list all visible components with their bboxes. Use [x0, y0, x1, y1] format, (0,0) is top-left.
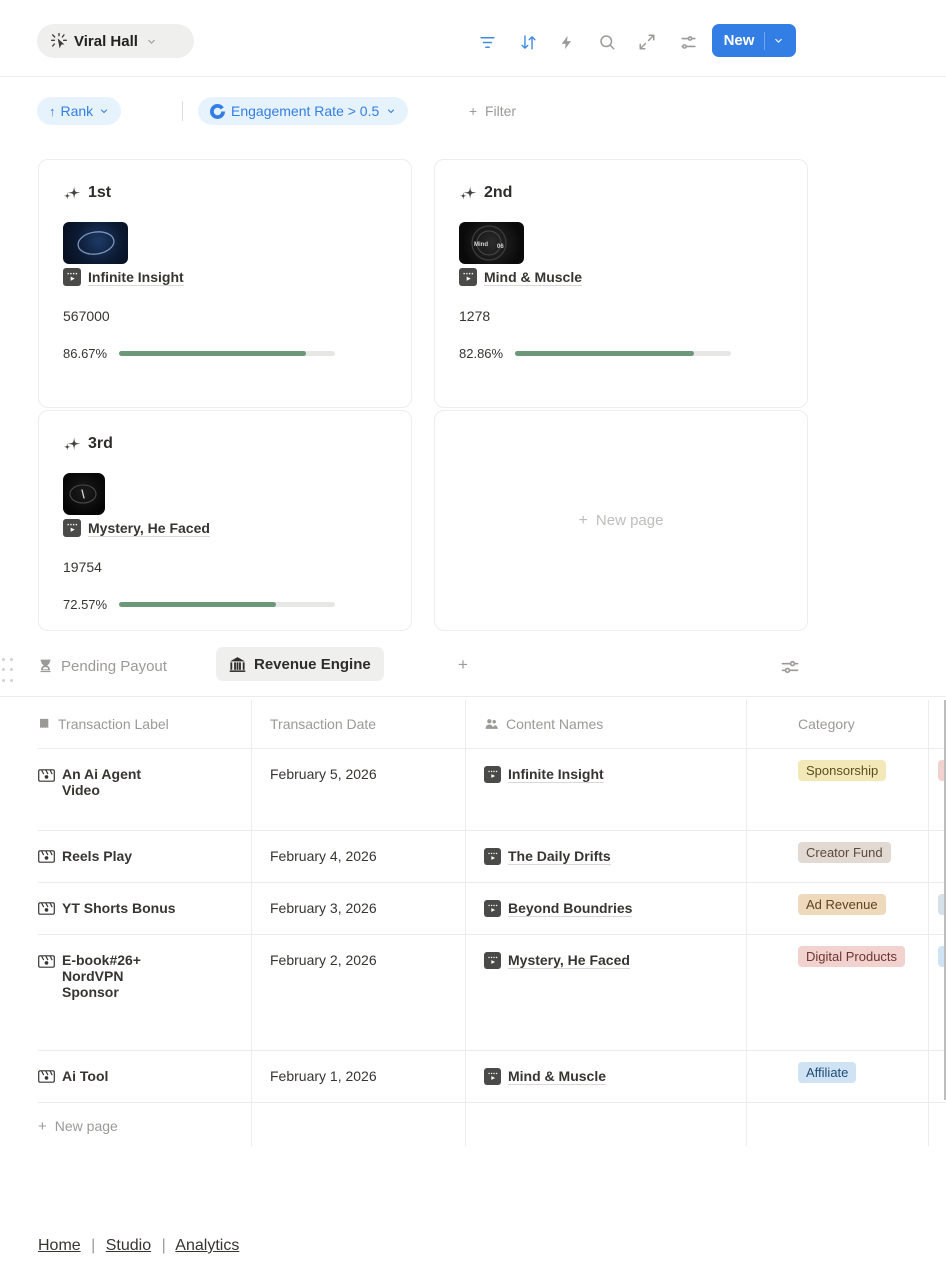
svg-text:Mind: Mind — [474, 242, 488, 248]
svg-text:06: 06 — [497, 244, 504, 250]
